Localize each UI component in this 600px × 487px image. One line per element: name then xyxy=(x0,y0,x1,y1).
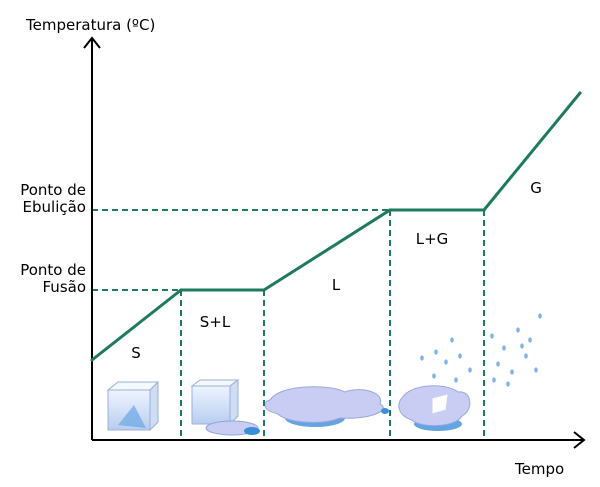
heating-curve-point xyxy=(179,288,183,292)
phase-region-label: G xyxy=(530,179,542,197)
heating-curve-segment xyxy=(482,91,582,212)
y-axis-arrow xyxy=(83,36,101,49)
phase-region-label: L xyxy=(332,276,341,294)
heating-curve-segment xyxy=(90,288,183,362)
y-tick-label-line: Ponto de xyxy=(20,181,86,199)
heating-curve-point xyxy=(482,208,486,212)
y-axis-label: Temperatura (ºC) xyxy=(25,16,155,34)
heating-curve-segment xyxy=(262,208,392,292)
heating-curve-point xyxy=(90,358,94,362)
vapor-droplets-icon xyxy=(420,313,542,387)
y-tick-label: Ponto de Ebulição xyxy=(20,181,86,216)
y-tick-label-line: Ponto de xyxy=(20,261,86,279)
y-tick-label-line: Fusão xyxy=(43,278,87,296)
water-puddle-icon xyxy=(264,386,389,427)
y-tick-label: Ponto de Fusão xyxy=(20,261,86,296)
x-axis-arrow xyxy=(573,431,586,449)
phase-region-label: S xyxy=(131,344,141,362)
phase-illustrations xyxy=(106,313,542,436)
heating-curve-point xyxy=(388,208,392,212)
x-axis-label: Tempo xyxy=(514,460,564,478)
heating-curve-point xyxy=(578,91,582,95)
phase-region-label: S+L xyxy=(200,313,231,331)
y-tick-label-line: Ebulição xyxy=(23,198,86,216)
melting-ice-icon xyxy=(190,379,260,436)
ice-cube-icon xyxy=(106,380,160,432)
phase-region-label: L+G xyxy=(416,230,449,248)
heating-curve-point xyxy=(262,288,266,292)
evaporating-water-icon xyxy=(398,385,471,431)
